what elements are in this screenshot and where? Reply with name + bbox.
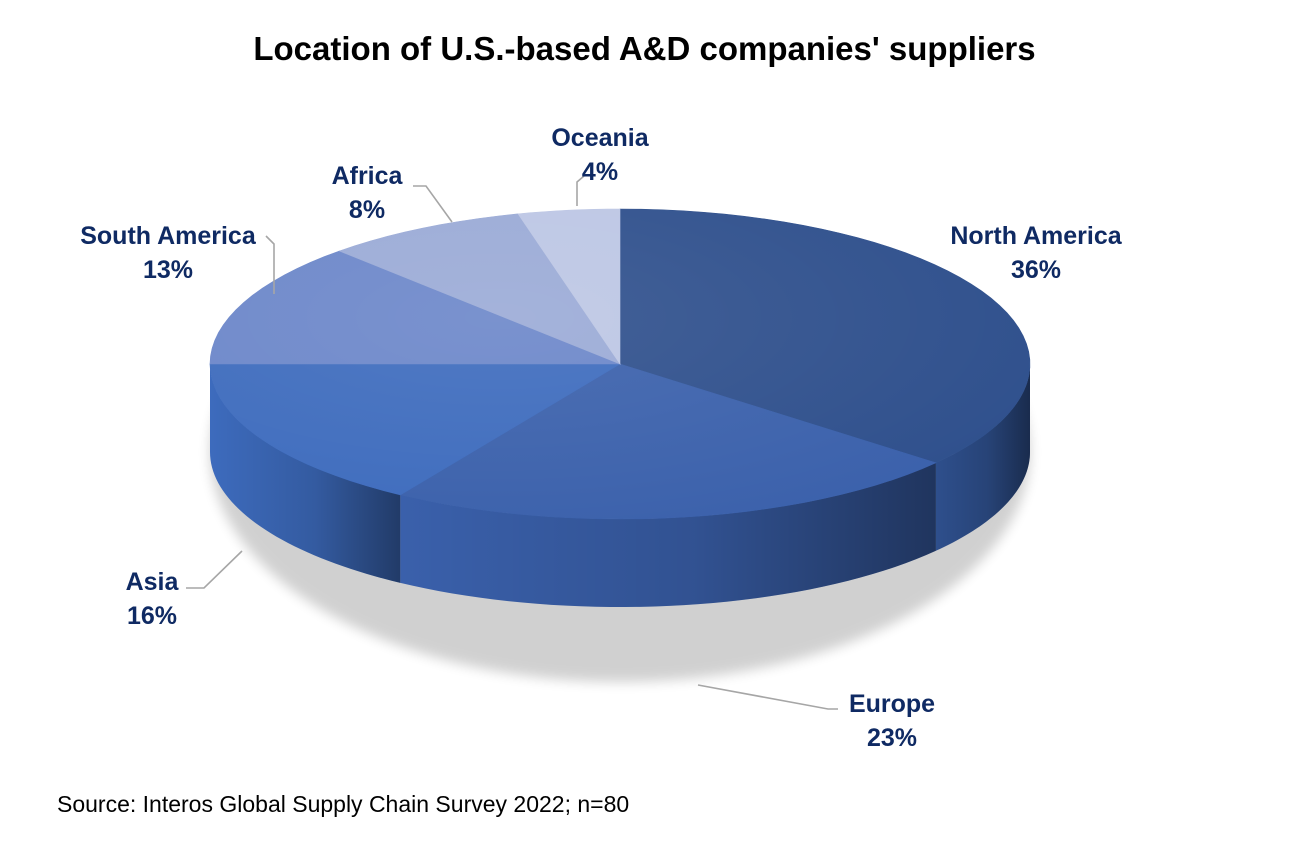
leader-line-asia <box>186 550 243 589</box>
source-note: Source: Interos Global Supply Chain Surv… <box>57 791 630 817</box>
slice-label-oceania: Oceania <box>551 124 649 152</box>
slice-side-shade-europe <box>400 462 936 607</box>
slice-label-south-america: South America <box>80 222 257 250</box>
leader-line-africa <box>413 185 453 223</box>
slice-value-south-america: 13% <box>143 256 193 284</box>
slice-label-north-america: North America <box>950 222 1122 250</box>
pie-sides <box>210 364 1030 607</box>
chart-title: Location of U.S.-based A&D companies' su… <box>253 30 1036 67</box>
slice-labels: North America 36% Europe 23% Asia 16% South Am… <box>80 124 1123 752</box>
slice-value-europe: 23% <box>867 724 917 752</box>
slice-label-europe: Europe <box>849 690 935 718</box>
slice-value-africa: 8% <box>349 196 385 224</box>
leader-lines <box>186 175 838 710</box>
slice-label-africa: Africa <box>332 162 404 190</box>
leader-line-europe <box>697 684 838 710</box>
slice-value-asia: 16% <box>127 602 177 630</box>
leader-line-south-america <box>265 235 275 294</box>
leader-line-oceania <box>576 175 585 206</box>
slice-value-oceania: 4% <box>582 158 618 186</box>
slice-side-shade-asia <box>210 364 401 583</box>
slice-value-north-america: 36% <box>1011 256 1061 284</box>
slice-label-asia: Asia <box>126 568 180 596</box>
pie-gloss <box>210 209 1030 519</box>
slice-side-shade-north-america <box>935 364 1030 551</box>
